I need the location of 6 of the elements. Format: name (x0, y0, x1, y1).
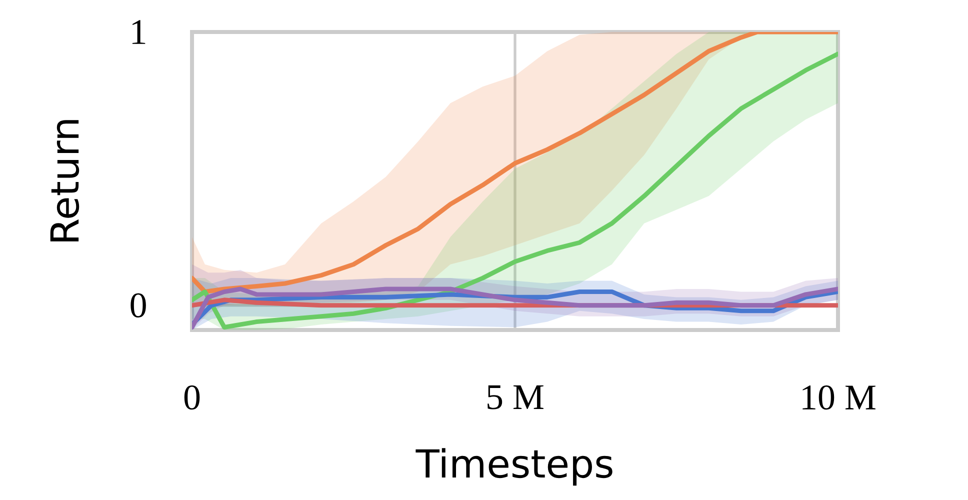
x-axis-title: Timesteps (416, 448, 612, 486)
y-tick-label: 1 (132, 20, 146, 44)
x-tick-label: 10 M (802, 385, 876, 410)
y-axis-title: Return (50, 120, 80, 242)
x-tick-label: 5 M (488, 385, 544, 410)
x-tick-label: 0 (184, 385, 200, 410)
